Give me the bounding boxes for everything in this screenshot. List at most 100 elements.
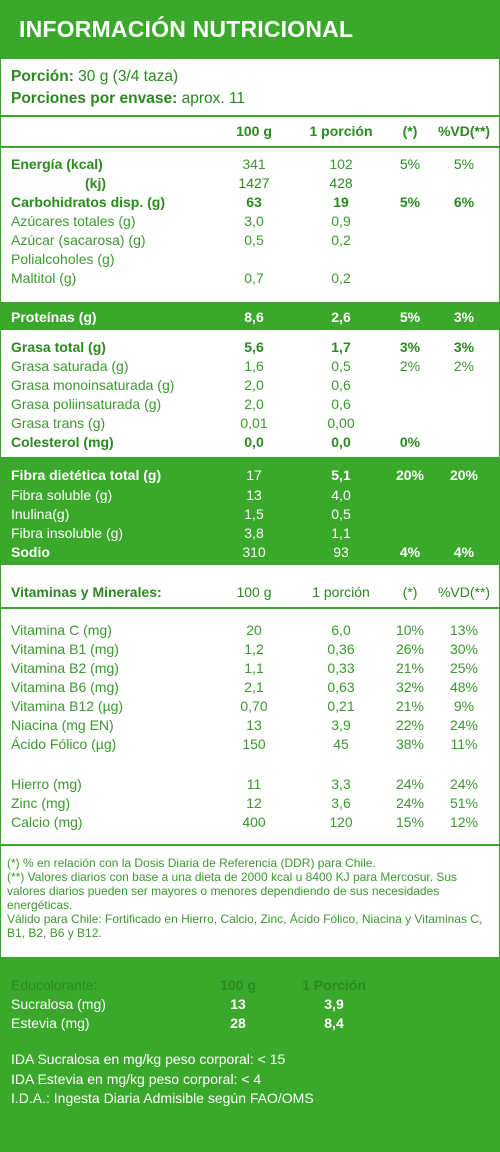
insoluble-fiber-row: Fibra insoluble (g) 3,8 1,1 xyxy=(11,525,351,541)
mineral-vd: 12% xyxy=(449,814,479,830)
vitamin-v100: 150 xyxy=(242,736,266,752)
mineral-row: Hierro (mg) 11 3,3 24% 24% xyxy=(0,774,500,794)
inulin-row: Inulina(g) 1,5 0,5 xyxy=(11,506,351,522)
divider xyxy=(0,115,500,117)
footnotes: (*) % en relación con la Dosis Diaria de… xyxy=(7,856,493,940)
vitamin-row: Niacina (mg EN) 13 3,9 22% 24% xyxy=(0,715,500,735)
footnote-fortified: Válido para Chile: Fortificado en Hierro… xyxy=(7,912,483,940)
divider xyxy=(0,146,500,148)
vitamin-v100: 13 xyxy=(246,717,262,733)
mineral-row: Calcio (mg) 400 120 15% 12% xyxy=(0,812,500,832)
vitamin-row: Vitamina B6 (mg) 2,1 0,63 32% 48% xyxy=(0,677,500,697)
vitamin-vport: 3,9 xyxy=(331,717,351,733)
sugars-row: Azúcares totales (g) 3,0 0,9 xyxy=(11,213,351,229)
energy-kj-row: (kj) 1427 428 xyxy=(85,175,353,191)
vitamin-v100: 1,1 xyxy=(244,660,264,676)
protein-row: Proteínas (g) 8,6 2,6 5% 3% xyxy=(11,309,475,325)
mineral-vport: 3,3 xyxy=(331,776,351,792)
mineral-ddr: 24% xyxy=(395,776,425,792)
vitamin-vd: 24% xyxy=(449,717,479,733)
mineral-vd: 51% xyxy=(449,795,479,811)
vitamin-row: Vitamina C (mg) 20 6,0 10% 13% xyxy=(0,620,500,640)
vitamin-label: Vitamina B12 (µg) xyxy=(11,698,124,714)
mineral-v100: 11 xyxy=(246,776,262,792)
poly-row: Grasa poliinsaturada (g) 2,0 0,6 xyxy=(11,396,351,412)
vitamin-ddr: 10% xyxy=(395,622,425,638)
vitamin-row: Vitamina B2 (mg) 1,1 0,33 21% 25% xyxy=(0,658,500,678)
polyols-row: Polialcoholes (g) xyxy=(11,251,115,267)
page-title: INFORMACIÓN NUTRICIONAL xyxy=(19,16,354,42)
vitamin-label: Ácido Fólico (µg) xyxy=(11,736,117,752)
footnote-ddr: (*) % en relación con la Dosis Diaria de… xyxy=(7,856,376,870)
vitamin-vd: 30% xyxy=(449,641,479,657)
ida-definition: I.D.A.: Ingesta Diaria Admisible según F… xyxy=(11,1090,314,1106)
vitamin-vport: 0,63 xyxy=(327,679,355,695)
cholesterol-row: Colesterol (mg) 0,0 0,0 0% xyxy=(11,434,421,450)
ida-stevia: IDA Estevia en mg/kg peso corporal: < 4 xyxy=(11,1071,262,1087)
vitamin-vport: 0,33 xyxy=(327,660,355,676)
ida-sucralose: IDA Sucralosa en mg/kg peso corporal: < … xyxy=(11,1051,286,1067)
sucralose-row: Sucralosa (mg) 13 3,9 xyxy=(11,996,344,1012)
footnote-vd: (**) Valores diarios con base a una diet… xyxy=(7,870,458,912)
vitamin-v100: 2,1 xyxy=(244,679,264,695)
vitamin-vd: 48% xyxy=(449,679,479,695)
mineral-label: Calcio (mg) xyxy=(11,814,83,830)
vitamin-vd: 9% xyxy=(453,698,475,714)
servings-per-pack: Porciones por envase: aprox. 11 xyxy=(11,90,246,107)
serving-size: Porción: 30 g (3/4 taza) xyxy=(11,68,179,85)
carbs-row: Carbohidratos disp. (g) 63 19 5% 6% xyxy=(11,194,475,210)
mineral-label: Zinc (mg) xyxy=(11,795,71,811)
energy-row: Energía (kcal) 341 102 5% 5% xyxy=(11,156,475,172)
fiber-row: Fibra dietética total (g) 17 5,1 20% 20% xyxy=(11,467,479,483)
satfat-row: Grasa saturada (g) 1,6 0,5 2% 2% xyxy=(11,358,475,374)
mineral-label: Hierro (mg) xyxy=(11,776,82,792)
mineral-ddr: 15% xyxy=(395,814,425,830)
vitamin-row: Ácido Fólico (µg) 150 45 38% 11% xyxy=(0,734,500,754)
fat-row: Grasa total (g) 5,6 1,7 3% 3% xyxy=(11,339,475,355)
vitamin-v100: 20 xyxy=(246,622,262,638)
vitamin-vd: 11% xyxy=(450,736,478,752)
vitamin-ddr: 21% xyxy=(395,660,425,676)
protein-band xyxy=(0,302,500,330)
mineral-vport: 120 xyxy=(329,814,353,830)
vitamin-vd: 13% xyxy=(449,622,479,638)
mineral-row: Zinc (mg) 12 3,6 24% 51% xyxy=(0,793,500,813)
vitamin-row: Vitamina B12 (µg) 0,70 0,21 21% 9% xyxy=(0,696,500,716)
sucrose-row: Azúcar (sacarosa) (g) 0,5 0,2 xyxy=(11,232,351,248)
vitamin-vport: 6,0 xyxy=(331,622,351,638)
stevia-row: Estevia (mg) 28 8,4 xyxy=(11,1015,344,1031)
vitamin-label: Vitamina B1 (mg) xyxy=(11,641,119,657)
vitamin-vport: 0,21 xyxy=(327,698,355,714)
mineral-v100: 12 xyxy=(246,795,262,811)
vitamin-ddr: 38% xyxy=(395,736,425,752)
sodium-row: Sodio 310 93 4% 4% xyxy=(11,544,475,560)
soluble-fiber-row: Fibra soluble (g) 13 4,0 xyxy=(11,487,351,503)
fiber-band xyxy=(0,457,500,565)
vitamin-ddr: 32% xyxy=(395,679,425,695)
trans-row: Grasa trans (g) 0,01 0,00 xyxy=(11,415,355,431)
vitamin-ddr: 22% xyxy=(395,717,425,733)
vitamin-label: Vitamina C (mg) xyxy=(11,622,112,638)
mineral-ddr: 24% xyxy=(395,795,425,811)
vitamin-row: Vitamina B1 (mg) 1,2 0,36 26% 30% xyxy=(0,639,500,659)
vitamin-vport: 0,36 xyxy=(327,641,355,657)
mono-row: Grasa monoinsaturada (g) 2,0 0,6 xyxy=(11,377,351,393)
vitamin-label: Vitamina B2 (mg) xyxy=(11,660,119,676)
vitamin-v100: 0,70 xyxy=(240,698,268,714)
mineral-vport: 3,6 xyxy=(331,795,351,811)
mineral-v100: 400 xyxy=(242,814,266,830)
divider xyxy=(0,844,500,846)
vitamin-vd: 25% xyxy=(449,660,479,676)
vitamin-ddr: 26% xyxy=(395,641,425,657)
vitamin-vport: 45 xyxy=(333,736,349,752)
vitamin-label: Vitamina B6 (mg) xyxy=(11,679,119,695)
vitamin-ddr: 21% xyxy=(395,698,425,714)
maltitol-row: Maltitol (g) 0,7 0,2 xyxy=(11,270,351,286)
vitamin-label: Niacina (mg EN) xyxy=(11,717,114,733)
mineral-vd: 24% xyxy=(449,776,479,792)
divider xyxy=(0,607,500,609)
vitamin-v100: 1,2 xyxy=(244,641,264,657)
